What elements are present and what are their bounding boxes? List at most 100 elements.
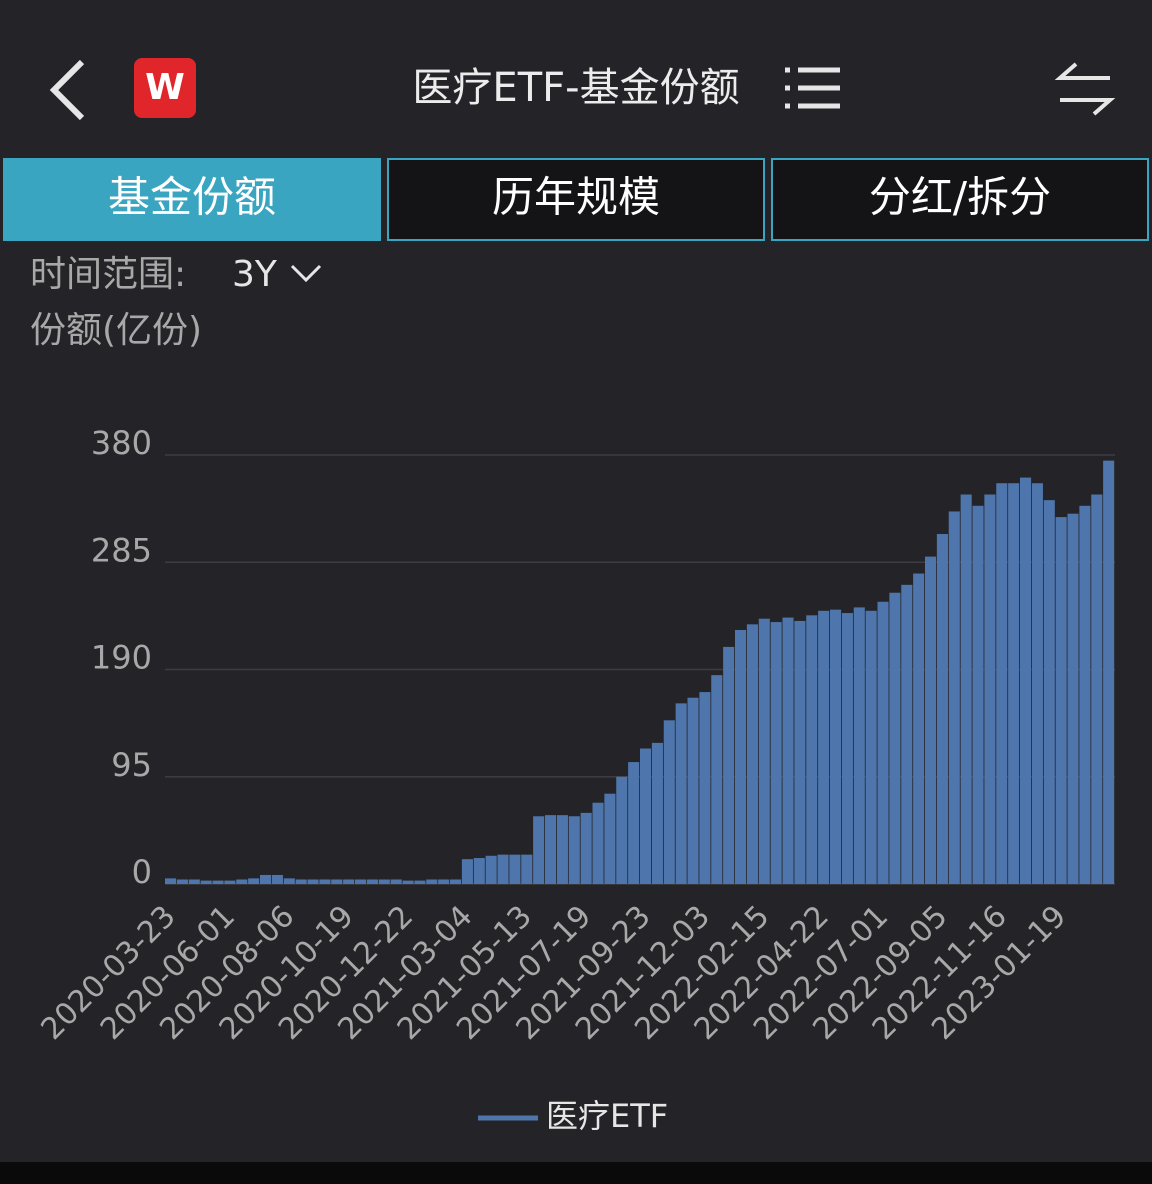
- tab-label: 基金份额: [108, 173, 276, 222]
- bar: [438, 879, 450, 884]
- bar: [592, 802, 604, 884]
- bar: [331, 879, 343, 884]
- bar: [889, 592, 901, 884]
- bar: [366, 879, 378, 884]
- bar: [461, 859, 473, 884]
- bar: [913, 573, 925, 884]
- tab-active[interactable]: [3, 158, 381, 241]
- bar: [663, 720, 675, 884]
- bar: [236, 879, 248, 884]
- logo: [134, 58, 196, 118]
- bar: [948, 511, 960, 884]
- bar: [687, 697, 699, 884]
- bar: [568, 816, 580, 884]
- tab[interactable]: [771, 158, 1149, 241]
- bar: [723, 646, 735, 884]
- bar: [1091, 494, 1103, 884]
- switch-icon[interactable]: [1054, 62, 1116, 116]
- bar: [1031, 483, 1043, 884]
- bar: [426, 879, 438, 884]
- bar: [628, 762, 640, 884]
- bar: [877, 601, 889, 884]
- bar: [224, 880, 236, 884]
- back-button[interactable]: [49, 59, 85, 121]
- bar: [485, 855, 497, 884]
- bar: [355, 879, 367, 884]
- bar: [806, 615, 818, 884]
- y-tick-label: 95: [111, 746, 152, 784]
- filter-value[interactable]: 3Y: [232, 254, 278, 295]
- bar: [176, 879, 188, 884]
- bar: [260, 874, 272, 884]
- bar: [640, 748, 652, 884]
- bar: [248, 878, 260, 884]
- logo-text: W: [145, 67, 185, 108]
- bar: [675, 703, 687, 884]
- y-tick-label: 0: [132, 853, 152, 891]
- bar: [1043, 500, 1055, 884]
- bar: [830, 609, 842, 884]
- bar: [651, 742, 663, 884]
- bar: [521, 854, 533, 884]
- bar: [307, 879, 319, 884]
- bar: [414, 880, 426, 884]
- bar: [735, 629, 747, 884]
- bar: [402, 880, 414, 884]
- bar: [841, 613, 853, 884]
- bar: [343, 879, 355, 884]
- bar: [794, 620, 806, 884]
- bar: [960, 494, 972, 884]
- bar: [271, 874, 283, 884]
- bar: [509, 854, 521, 884]
- bar: [616, 776, 628, 884]
- bar: [200, 880, 212, 884]
- tab[interactable]: [387, 158, 765, 241]
- y-tick-label: 285: [91, 531, 152, 569]
- bar: [390, 879, 402, 884]
- bar: [1020, 477, 1032, 884]
- bar: [770, 622, 782, 884]
- bar: [533, 816, 545, 884]
- bar: [818, 610, 830, 884]
- bar: [936, 534, 948, 884]
- bar: [996, 483, 1008, 884]
- bar: [865, 610, 877, 884]
- page-title: 医疗ETF-基金份额: [412, 65, 739, 111]
- y-axis-label: 份额(亿份): [30, 310, 202, 351]
- bar: [925, 556, 937, 884]
- bar: [699, 692, 711, 884]
- dropdown-icon[interactable]: [290, 264, 322, 283]
- bar: [1008, 483, 1020, 884]
- bar: [782, 617, 794, 884]
- bar: [972, 505, 984, 884]
- bar: [450, 879, 462, 884]
- bar: [711, 675, 723, 884]
- bar: [580, 812, 592, 884]
- bar: [1055, 517, 1067, 884]
- bar: [853, 607, 865, 884]
- bar: [545, 815, 557, 884]
- bar: [758, 618, 770, 884]
- bar: [212, 880, 224, 884]
- bar: [295, 879, 307, 884]
- bar: [473, 858, 485, 884]
- menu-icon[interactable]: [785, 67, 840, 109]
- bar: [165, 878, 177, 884]
- bar: [319, 879, 331, 884]
- bar: [604, 793, 616, 884]
- bar: [283, 878, 295, 884]
- bar: [746, 624, 758, 884]
- bar: [556, 815, 568, 884]
- legend-label[interactable]: 医疗ETF: [546, 1097, 668, 1135]
- bar: [1103, 460, 1115, 884]
- bar: [188, 879, 200, 884]
- bar: [984, 494, 996, 884]
- bar: [901, 584, 913, 884]
- bar: [1079, 505, 1091, 884]
- y-tick-label: 190: [91, 639, 152, 677]
- bar: [497, 854, 509, 884]
- y-tick-label: 380: [91, 424, 152, 462]
- filter-label: 时间范围:: [30, 254, 186, 295]
